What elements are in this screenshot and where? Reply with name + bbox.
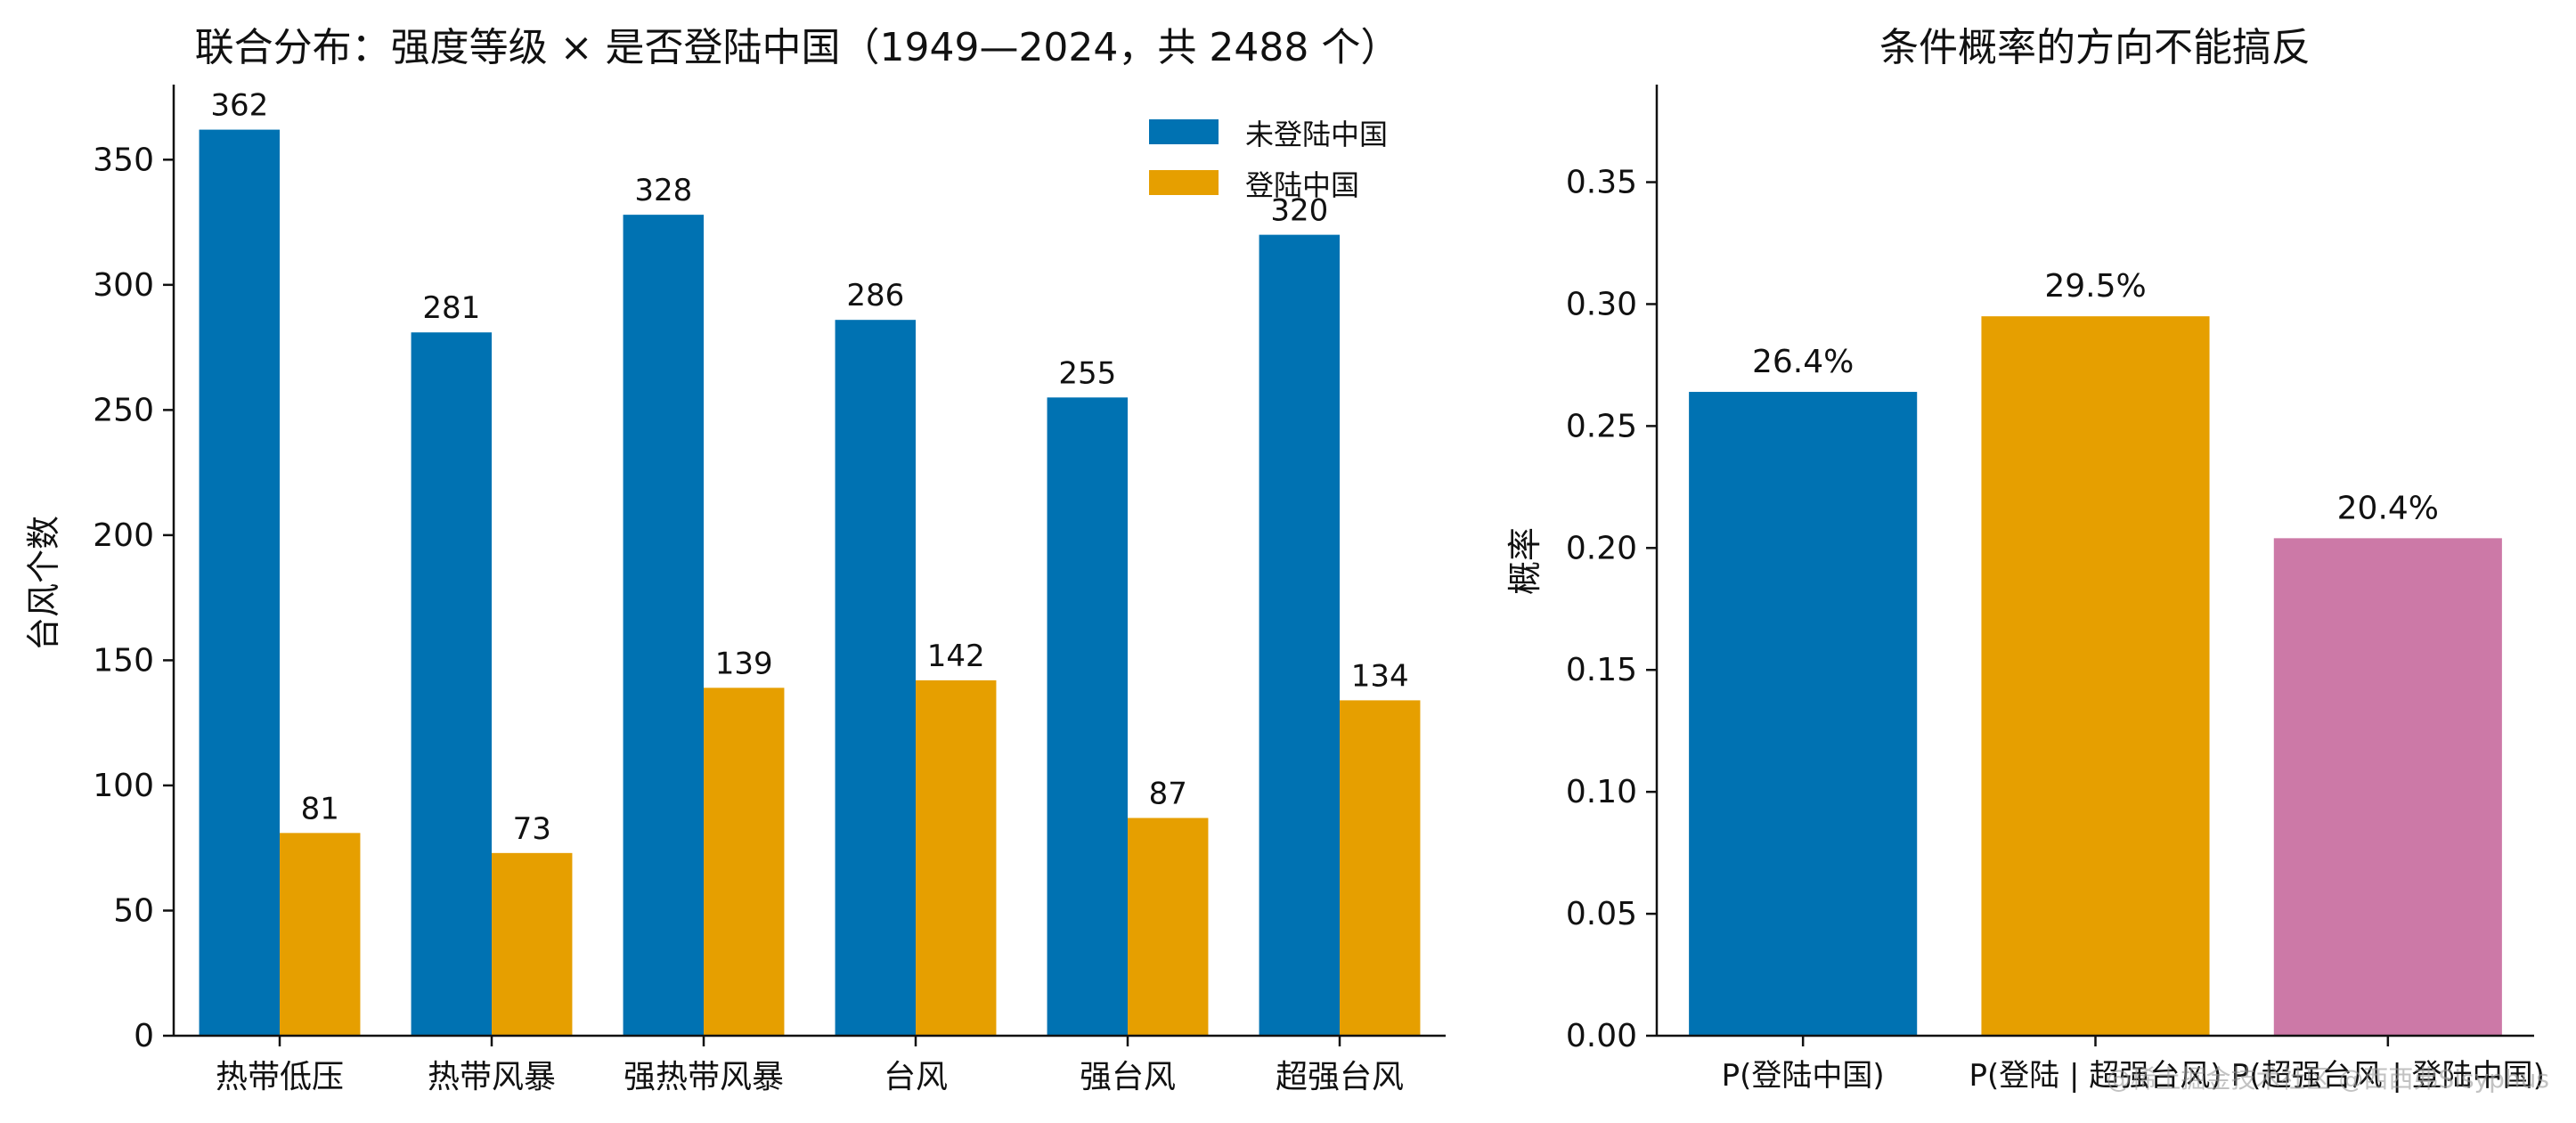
bar [1047, 397, 1128, 1036]
bar-value-label: 139 [715, 646, 773, 681]
bar [1340, 700, 1421, 1036]
x-tick-label: 热带低压 [216, 1059, 344, 1095]
x-tick-label: 强热带风暴 [624, 1059, 784, 1095]
y-tick-label: 250 [93, 392, 154, 428]
bar-value-label: 320 [1270, 193, 1328, 229]
y-tick-label: 100 [93, 768, 154, 804]
bar-value-label: 286 [846, 278, 904, 313]
y-tick-label: 0.20 [1566, 530, 1637, 566]
legend-label-not-landed: 未登陆中国 [1245, 118, 1388, 151]
bar [835, 320, 916, 1037]
y-tick-label: 0.25 [1566, 408, 1637, 444]
bar-value-label: 87 [1149, 776, 1187, 811]
bar-value-label: 255 [1058, 355, 1116, 391]
bar [704, 688, 785, 1036]
legend: 未登陆中国 登陆中国 [1149, 118, 1388, 202]
x-tick-label: 强台风 [1080, 1059, 1176, 1095]
right-chart: 条件概率的方向不能搞反 概率 26.4%29.5%20.4% 0.000.050… [1505, 25, 2545, 1094]
y-tick-label: 0.35 [1566, 165, 1637, 201]
right-y-ticks: 0.00 0.05 0.10 0.15 0.20 0.25 0.30 0.35 [1566, 165, 1657, 1054]
bar [1689, 392, 1918, 1036]
bar-value-label: 328 [634, 173, 692, 208]
right-chart-title: 条件概率的方向不能搞反 [1879, 25, 2311, 70]
bar [411, 332, 492, 1037]
y-tick-label: 300 [93, 267, 154, 304]
x-tick-label: 台风 [884, 1059, 948, 1095]
bar [623, 215, 704, 1037]
legend-swatch-not-landed [1149, 119, 1219, 144]
y-tick-label: 150 [93, 642, 154, 679]
y-tick-label: 200 [93, 517, 154, 554]
bar [280, 833, 361, 1036]
bar-value-label: 29.5% [2044, 268, 2146, 305]
left-x-ticks: 热带低压 热带风暴 强热带风暴 台风 强台风 超强台风 [216, 1036, 1404, 1095]
left-y-ticks: 0 50 100 150 200 250 300 350 [93, 142, 174, 1054]
x-tick-label: P(登陆中国) [1722, 1058, 1885, 1094]
bar [199, 129, 280, 1036]
left-y-axis-label: 台风个数 [24, 516, 63, 651]
legend-swatch-landed [1149, 170, 1219, 195]
y-tick-label: 0.00 [1566, 1018, 1637, 1054]
bar-value-label: 26.4% [1752, 344, 1854, 380]
legend-label-landed: 登陆中国 [1245, 168, 1359, 202]
left-chart-title: 联合分布：强度等级 × 是否登陆中国（1949—2024，共 2488 个） [195, 25, 1400, 70]
bar-value-label: 81 [301, 791, 339, 826]
bar [492, 852, 573, 1036]
bar [1981, 316, 2210, 1037]
x-tick-label: P(超强台风 | 登陆中国) [2231, 1058, 2545, 1094]
left-bars: 362 81 281 73 328 139 286 142 255 87 320 134 [199, 88, 1421, 1037]
y-tick-label: 0.10 [1566, 774, 1637, 810]
x-tick-label: 超强台风 [1276, 1059, 1404, 1095]
x-tick-label: P(登陆 | 超强台风) [1969, 1058, 2221, 1094]
right-bars: 26.4% 29.5% 20.4% [1689, 268, 2502, 1037]
bar-value-label: 20.4% [2337, 490, 2439, 526]
bar [2273, 538, 2502, 1036]
bar [1259, 234, 1340, 1036]
right-x-ticks: P(登陆中国) P(登陆 | 超强台风) P(超强台风 | 登陆中国) [1722, 1036, 2545, 1094]
y-tick-label: 350 [93, 142, 154, 178]
x-tick-label: 热带风暴 [428, 1059, 556, 1095]
bar [1128, 818, 1209, 1036]
bar [916, 679, 997, 1036]
bar-value-label: 362 [210, 88, 268, 124]
y-tick-label: 0 [134, 1018, 154, 1054]
left-chart: 联合分布：强度等级 × 是否登陆中国（1949—2024，共 2488 个） 台… [24, 25, 1446, 1095]
y-tick-label: 0.05 [1566, 896, 1637, 932]
watermark: @稀土掘金技术社区 @西西弗Sisyphus [2107, 1064, 2549, 1094]
bar-value-label: 142 [927, 639, 985, 674]
y-tick-label: 0.15 [1566, 652, 1637, 688]
bar-value-label: 281 [422, 290, 480, 326]
bar-value-label: 73 [513, 811, 551, 847]
y-tick-label: 0.30 [1566, 286, 1637, 322]
bar-value-label: 134 [1351, 658, 1409, 694]
right-y-axis-label: 概率 [1505, 527, 1545, 595]
y-tick-label: 50 [113, 892, 154, 929]
